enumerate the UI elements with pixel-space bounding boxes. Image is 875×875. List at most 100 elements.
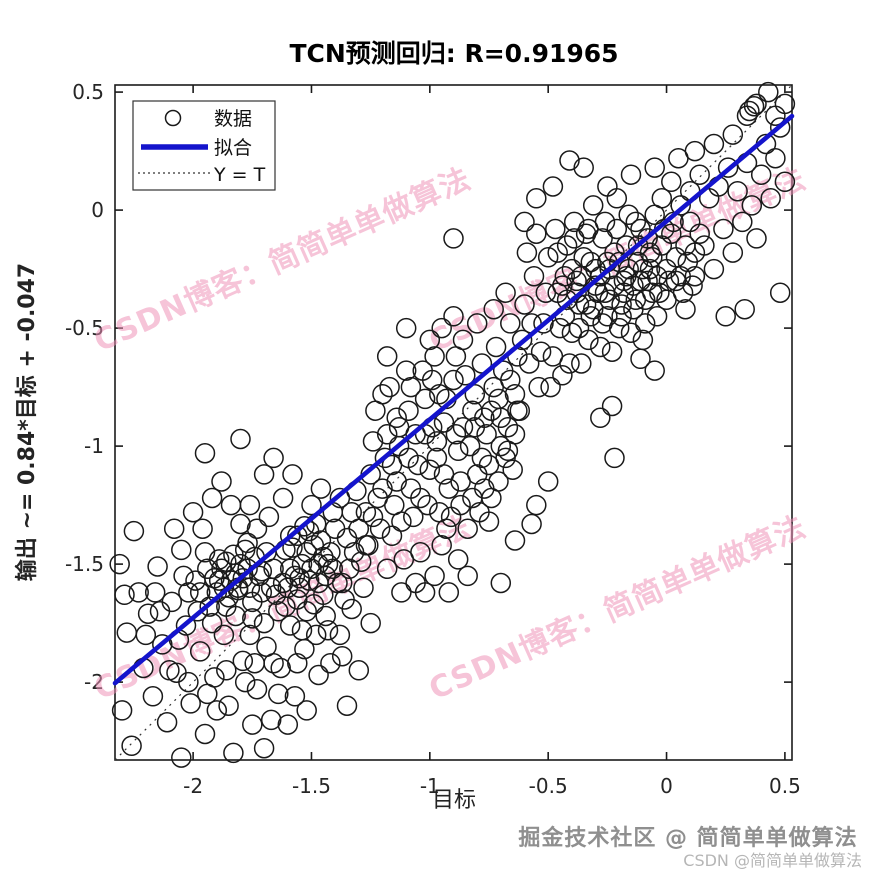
data-point-marker — [471, 447, 493, 469]
data-point-marker — [410, 487, 431, 509]
legend: 数据 拟合 Y = T — [132, 100, 276, 191]
data-point-marker — [194, 723, 216, 745]
data-point-marker — [732, 211, 753, 233]
data-point-marker — [395, 317, 417, 339]
data-point-marker — [542, 176, 564, 197]
data-point-marker — [400, 376, 422, 398]
data-point-marker — [372, 478, 393, 499]
data-point-marker — [424, 565, 445, 587]
data-point-marker — [417, 494, 438, 516]
data-point-marker — [545, 218, 566, 240]
data-point-marker — [639, 258, 661, 280]
data-point-marker — [374, 447, 396, 469]
y-tick-label: -2 — [84, 670, 104, 694]
data-point-marker — [331, 645, 353, 667]
data-point-marker — [431, 534, 452, 556]
data-point-marker — [284, 565, 306, 587]
data-point-marker — [421, 369, 443, 391]
data-point-marker — [689, 223, 710, 244]
data-point-marker — [268, 683, 289, 705]
data-point-marker — [694, 235, 715, 256]
data-point-marker — [156, 711, 178, 733]
data-point-marker — [206, 700, 228, 721]
data-point-marker — [559, 150, 580, 171]
data-point-marker — [388, 416, 410, 438]
data-point-marker — [279, 525, 301, 547]
data-point-marker — [204, 568, 225, 589]
data-point-marker — [189, 582, 211, 603]
data-point-marker — [625, 211, 647, 233]
data-point-marker — [563, 228, 585, 249]
data-point-marker — [369, 518, 391, 539]
y-tick-label: -0.5 — [65, 316, 104, 340]
data-point-marker — [234, 671, 256, 693]
data-point-marker — [597, 176, 618, 197]
data-point-marker — [336, 695, 358, 716]
data-point-marker — [722, 242, 744, 263]
legend-label-data: 数据 — [214, 108, 252, 130]
data-point-marker — [121, 735, 142, 757]
data-point-marker — [661, 171, 682, 193]
data-point-marker — [251, 582, 273, 603]
data-point-marker — [511, 329, 533, 351]
data-point-marker — [111, 700, 133, 721]
data-point-marker — [223, 742, 244, 764]
data-point-marker — [275, 596, 296, 617]
data-point-marker — [571, 353, 592, 374]
data-point-marker — [171, 539, 192, 561]
data-point-marker — [483, 298, 504, 320]
data-point-marker — [201, 612, 223, 634]
data-point-marker — [199, 596, 220, 617]
data-point-marker — [263, 652, 284, 674]
data-point-marker — [298, 570, 320, 591]
data-point-marker — [554, 265, 576, 287]
data-point-marker — [616, 265, 637, 287]
data-point-marker — [393, 549, 415, 570]
data-point-marker — [625, 289, 647, 311]
data-point-marker — [386, 471, 407, 492]
data-point-marker — [144, 582, 166, 603]
data-point-marker — [668, 147, 689, 169]
data-point-marker — [592, 313, 613, 334]
data-point-marker — [559, 353, 580, 374]
data-point-marker — [414, 582, 436, 603]
data-point-marker — [213, 624, 235, 646]
data-point-marker — [324, 518, 346, 539]
data-point-marker — [689, 164, 710, 185]
data-point-marker — [329, 624, 351, 646]
data-point-marker — [552, 275, 573, 296]
data-point-marker — [258, 506, 280, 528]
data-point-marker — [677, 251, 699, 273]
data-point-marker — [395, 360, 417, 381]
data-point-marker — [436, 518, 457, 539]
fit-line — [112, 113, 795, 686]
data-point-marker — [358, 534, 379, 556]
data-point-marker — [277, 714, 299, 735]
data-point-marker — [634, 289, 656, 311]
data-point-marker — [504, 383, 526, 405]
data-point-marker — [230, 428, 251, 450]
data-point-marker — [620, 322, 642, 344]
data-point-marker — [114, 584, 135, 606]
data-point-marker — [509, 400, 531, 421]
data-point-marker — [490, 572, 512, 594]
data-point-marker — [514, 294, 535, 315]
data-point-marker — [514, 211, 535, 233]
data-point-marker — [518, 353, 540, 374]
data-point-marker — [433, 412, 455, 433]
data-point-marker — [175, 615, 197, 636]
data-point-marker — [502, 459, 523, 480]
data-point-marker — [734, 298, 755, 320]
data-point-marker — [552, 365, 573, 386]
data-point-marker — [760, 188, 781, 209]
data-point-marker — [433, 464, 455, 485]
data-point-marker — [682, 275, 703, 296]
data-point-marker — [713, 218, 734, 240]
data-point-marker — [646, 306, 668, 327]
data-point-marker — [142, 686, 164, 707]
data-point-marker — [384, 494, 405, 516]
legend-label-identity: Y = T — [213, 164, 266, 186]
data-point-marker — [294, 516, 315, 537]
data-point-marker — [218, 695, 239, 716]
